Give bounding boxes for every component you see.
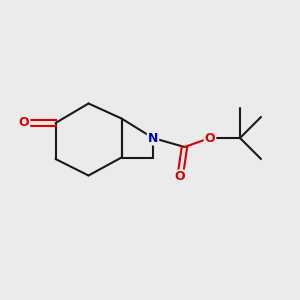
Text: O: O — [19, 116, 29, 130]
Text: O: O — [205, 131, 215, 145]
Text: N: N — [148, 131, 158, 145]
Text: O: O — [175, 170, 185, 184]
